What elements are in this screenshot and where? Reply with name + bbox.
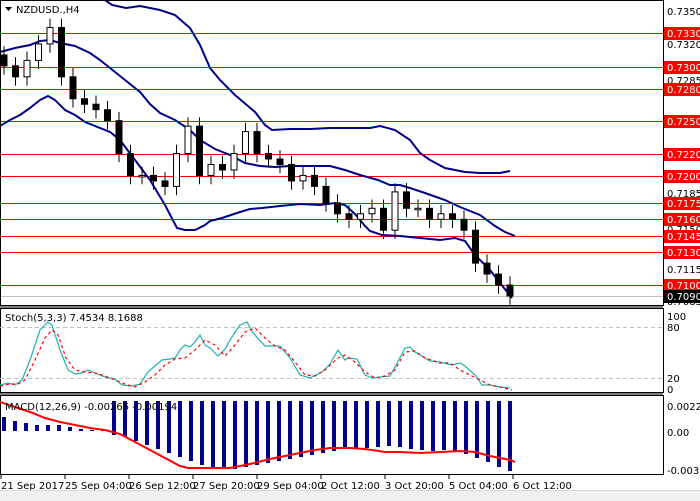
svg-text:0.7280: 0.7280: [667, 85, 700, 96]
svg-text:20: 20: [667, 374, 680, 385]
symbol-header[interactable]: NZDUSD.,H4: [5, 5, 80, 16]
svg-text:80: 80: [667, 323, 680, 334]
svg-text:6 Oct 12:00: 6 Oct 12:00: [513, 481, 572, 492]
stochastic-panel[interactable]: Stoch(5,3,3) 7.4534 8.1688 100 80 20 0: [0, 312, 686, 396]
status-strip: [0, 490, 700, 501]
level-price-labels: 0.7330 0.7300 0.7280 0.7250 0.7220 0.720…: [664, 27, 700, 292]
price-axis[interactable]: 0.7350 0.7320 0.7285 0.7215 0.7185 0.715…: [664, 7, 700, 308]
symbol-label: NZDUSD.,H4: [16, 5, 80, 16]
svg-text:5 Oct 04:00: 5 Oct 04:00: [449, 481, 508, 492]
svg-text:0.7350: 0.7350: [667, 7, 700, 18]
macd-signal-line: [0, 401, 516, 469]
candlesticks: [0, 18, 514, 305]
svg-text:0.7175: 0.7175: [667, 199, 700, 210]
svg-text:0.7200: 0.7200: [667, 172, 700, 183]
svg-text:0.00229: 0.00229: [667, 402, 700, 413]
macd-axis-ticks: 0.00229 0.00 -0.00328: [667, 402, 700, 477]
svg-text:0.7160: 0.7160: [667, 215, 700, 226]
svg-text:0.7185: 0.7185: [667, 189, 700, 200]
current-price-label: 0.7090: [664, 290, 700, 303]
svg-text:25 Sep 04:00: 25 Sep 04:00: [65, 481, 132, 492]
panel-frames: [0, 0, 664, 475]
svg-text:0.00: 0.00: [667, 428, 689, 439]
svg-text:29 Sep 04:00: 29 Sep 04:00: [257, 481, 324, 492]
svg-text:0.7145: 0.7145: [667, 232, 700, 243]
svg-text:0.7300: 0.7300: [667, 63, 700, 74]
bollinger-upper: [104, 0, 511, 174]
svg-text:26 Sep 12:00: 26 Sep 12:00: [129, 481, 196, 492]
svg-text:0: 0: [667, 385, 673, 396]
price-panel[interactable]: NZDUSD.,H4: [0, 0, 663, 305]
svg-text:0.7330: 0.7330: [667, 29, 700, 40]
macd-label: MACD(12,26,9) -0.00265 -0.00194: [5, 402, 177, 413]
svg-text:100: 100: [667, 312, 686, 323]
bollinger-lower: [0, 94, 513, 299]
svg-text:0.7250: 0.7250: [667, 117, 700, 128]
stoch-axis-ticks: 100 80 20 0: [667, 312, 686, 396]
svg-text:0.7320: 0.7320: [667, 40, 700, 51]
svg-text:0.7115: 0.7115: [667, 265, 700, 276]
svg-text:27 Sep 20:00: 27 Sep 20:00: [193, 481, 260, 492]
svg-text:3 Oct 20:00: 3 Oct 20:00: [385, 481, 444, 492]
svg-text:0.7090: 0.7090: [667, 292, 700, 303]
svg-text:0.7220: 0.7220: [667, 150, 700, 161]
stoch-signal-line: [0, 327, 513, 391]
stoch-main-line: [0, 321, 511, 389]
svg-text:21 Sep 2017: 21 Sep 2017: [1, 481, 64, 492]
macd-histogram: [2, 401, 512, 471]
resistance-support-lines: [0, 33, 663, 286]
time-axis[interactable]: 21 Sep 2017 25 Sep 04:00 26 Sep 12:00 27…: [0, 475, 572, 492]
stoch-label: Stoch(5,3,3) 7.4534 8.1688: [5, 313, 143, 324]
macd-panel[interactable]: MACD(12,26,9) -0.00265 -0.00194 0.00229 …: [0, 401, 700, 477]
svg-text:0.7285: 0.7285: [667, 76, 700, 87]
triangle-down-icon[interactable]: [5, 7, 12, 11]
svg-text:0.7100: 0.7100: [667, 281, 700, 292]
svg-text:2 Oct 12:00: 2 Oct 12:00: [321, 481, 380, 492]
svg-text:-0.00328: -0.00328: [667, 466, 700, 477]
svg-text:0.7130: 0.7130: [667, 248, 700, 259]
